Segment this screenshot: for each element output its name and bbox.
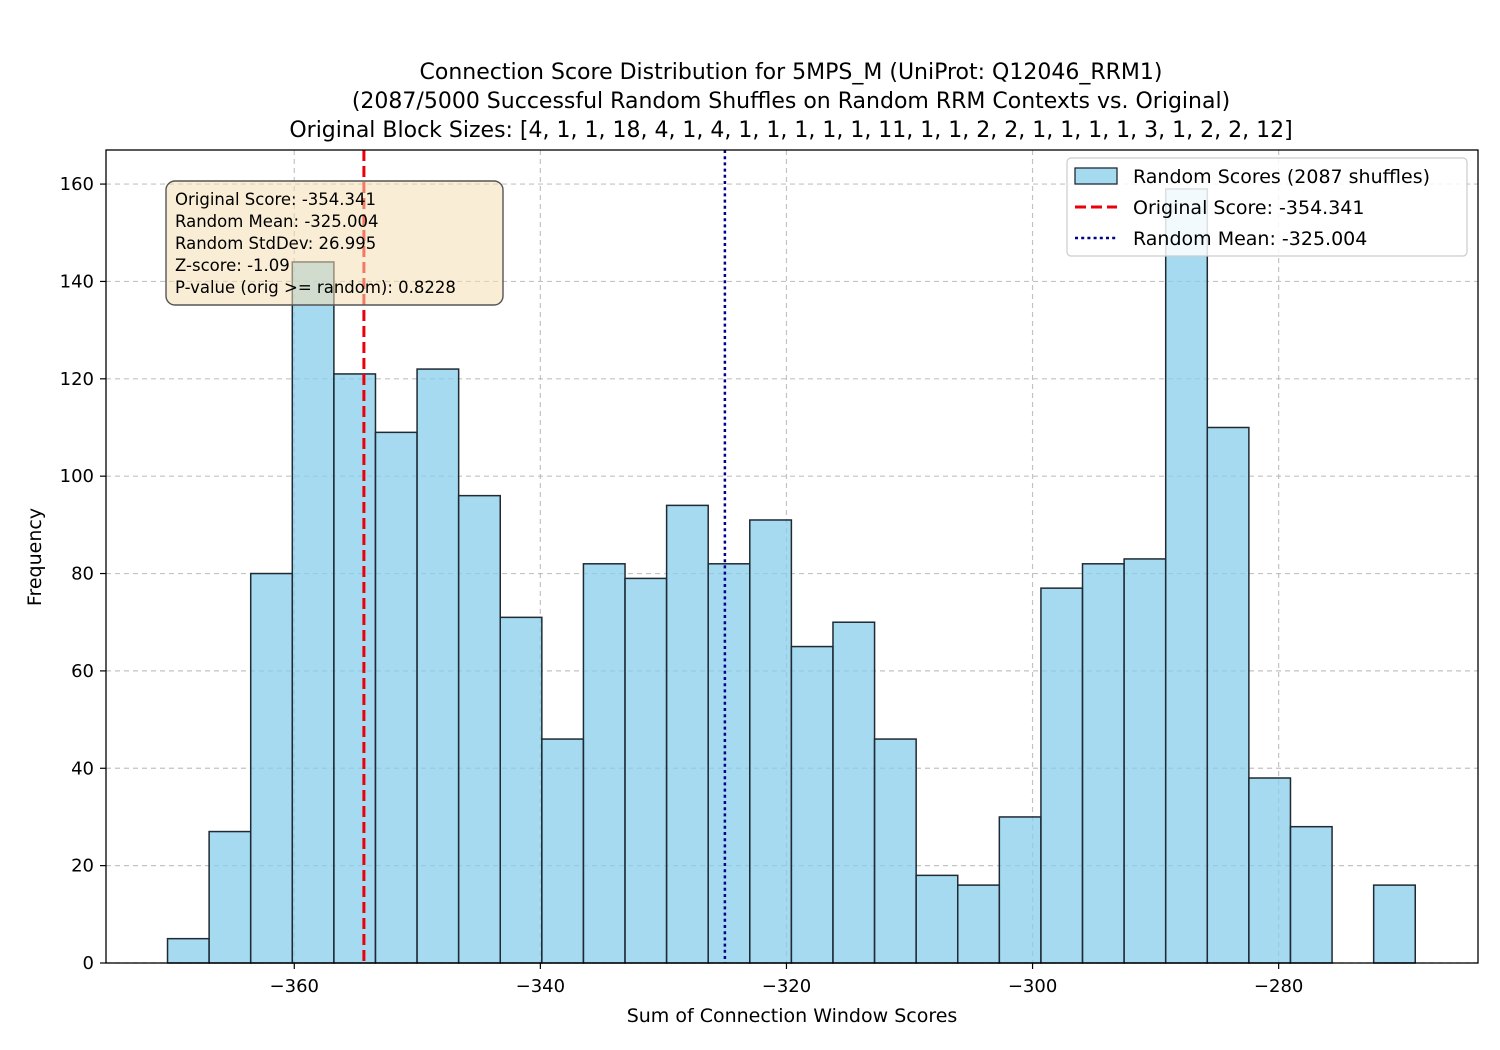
histogram-bar bbox=[208, 830, 252, 964]
histogram-bar bbox=[956, 884, 1001, 964]
plot-frame bbox=[105, 149, 1479, 964]
histogram-bar bbox=[915, 874, 959, 964]
legend: Random Scores (2087 shuffles) Original S… bbox=[1066, 157, 1468, 257]
histogram-bar bbox=[166, 937, 210, 964]
legend-box bbox=[1066, 157, 1468, 257]
stats-random-stddev: Random StdDev: 26.995 bbox=[175, 234, 376, 253]
histogram-bar bbox=[416, 368, 460, 964]
y-tick-label: 80 bbox=[71, 564, 94, 585]
y-tick-label: 100 bbox=[60, 466, 94, 487]
chart-title-line-3: Original Block Sizes: [4, 1, 1, 18, 4, 1… bbox=[289, 118, 1292, 143]
y-tick-label: 120 bbox=[60, 369, 94, 390]
legend-label-random-scores: Random Scores (2087 shuffles) bbox=[1133, 166, 1430, 188]
histogram-bar bbox=[291, 261, 335, 964]
chart-title-line-1: Connection Score Distribution for 5MPS_M… bbox=[420, 60, 1163, 85]
histogram-bar bbox=[582, 563, 626, 964]
stats-p-value: P-value (orig >= random): 0.8228 bbox=[175, 278, 456, 297]
x-tick-label: −340 bbox=[516, 976, 565, 997]
histogram-bar bbox=[374, 431, 418, 964]
histogram-bar bbox=[1372, 884, 1416, 964]
y-tick-label: 60 bbox=[71, 661, 94, 682]
histogram-bar bbox=[333, 373, 377, 964]
x-tick-label: −280 bbox=[1254, 976, 1303, 997]
histogram-bar bbox=[457, 494, 502, 964]
x-tick-label: −300 bbox=[1008, 976, 1057, 997]
histogram-bar bbox=[541, 738, 585, 964]
chart-title: Connection Score Distribution for 5MPS_M… bbox=[289, 60, 1292, 143]
stats-box-background bbox=[165, 180, 504, 306]
histogram-bar bbox=[624, 577, 668, 964]
histogram-bar bbox=[790, 645, 834, 964]
histogram-bar bbox=[1081, 563, 1125, 964]
histogram-bar bbox=[249, 572, 294, 964]
histogram-bar bbox=[749, 519, 793, 964]
histogram-bar bbox=[1164, 188, 1209, 964]
y-axis-ticks: 0 20 40 60 80 100 120 140 160 bbox=[60, 174, 106, 974]
x-tick-label: −360 bbox=[270, 976, 319, 997]
histogram-bar bbox=[1040, 587, 1084, 964]
histogram-bar bbox=[499, 616, 543, 964]
stats-z-score: Z-score: -1.09 bbox=[175, 256, 290, 275]
stats-original-score: Original Score: -354.341 bbox=[175, 190, 376, 209]
chart-title-line-2: (2087/5000 Successful Random Shuffles on… bbox=[352, 89, 1230, 114]
histogram-bar bbox=[665, 504, 709, 964]
x-axis-ticks: −360 −340 −320 −300 −280 bbox=[270, 963, 1303, 997]
y-tick-label: 160 bbox=[60, 174, 94, 195]
y-tick-label: 40 bbox=[71, 758, 94, 779]
histogram-bar bbox=[832, 621, 876, 964]
legend-label-random-mean: Random Mean: -325.004 bbox=[1133, 228, 1367, 250]
y-tick-label: 140 bbox=[60, 271, 94, 292]
y-axis-label: Frequency bbox=[24, 508, 46, 606]
histogram-bar bbox=[1206, 426, 1250, 964]
histogram-bar bbox=[1248, 777, 1292, 964]
histogram-bar bbox=[707, 563, 751, 964]
x-tick-label: −320 bbox=[762, 976, 811, 997]
histogram-bar bbox=[998, 816, 1042, 964]
legend-swatch-random-scores bbox=[1074, 167, 1118, 185]
y-tick-label: 20 bbox=[71, 856, 94, 877]
y-tick-label: 0 bbox=[83, 953, 94, 974]
histogram-bar bbox=[1123, 558, 1167, 964]
legend-label-original-score: Original Score: -354.341 bbox=[1133, 197, 1364, 219]
stats-random-mean: Random Mean: -325.004 bbox=[175, 212, 379, 231]
histogram-bars bbox=[166, 188, 1416, 964]
x-axis-label: Sum of Connection Window Scores bbox=[627, 1005, 958, 1027]
histogram-bar bbox=[873, 738, 917, 964]
histogram-bar bbox=[1289, 825, 1333, 964]
stats-box: Original Score: -354.341 Random Mean: -3… bbox=[165, 180, 504, 306]
